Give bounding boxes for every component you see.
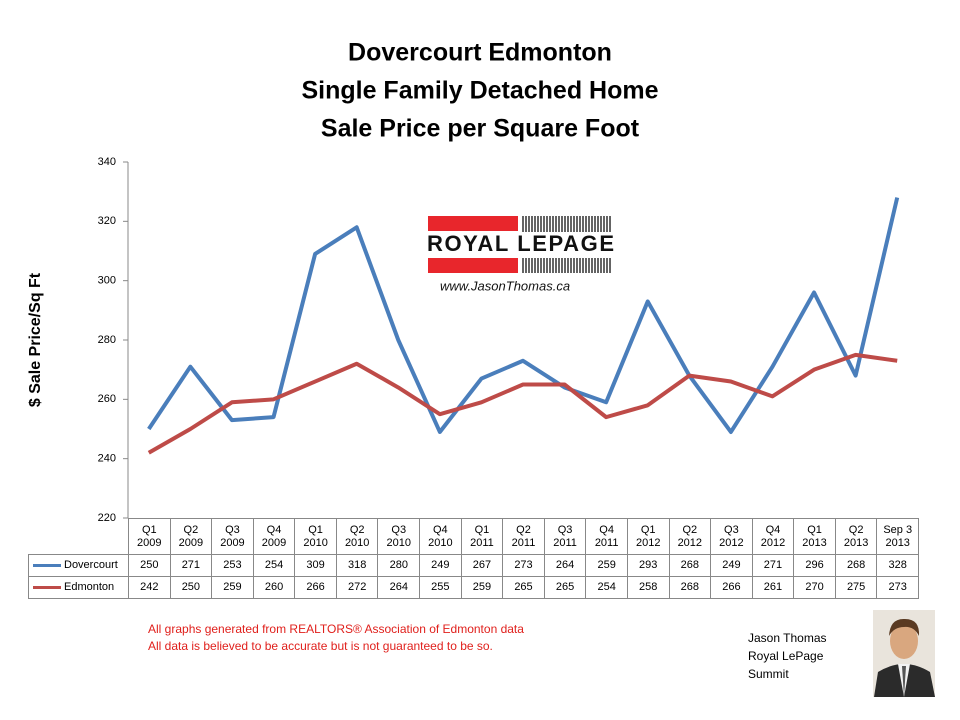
category-label: Q2 2013	[834, 518, 878, 555]
category-label: Q2 2010	[335, 518, 379, 555]
table-value: 254	[585, 576, 628, 599]
table-value: 273	[502, 554, 545, 577]
legend-label: Edmonton	[64, 581, 115, 593]
table-value: 255	[419, 576, 462, 599]
table-value: 309	[294, 554, 337, 577]
chart-title: Single Family Detached Home	[301, 77, 658, 105]
table-value: 266	[710, 576, 753, 599]
logo-bar	[428, 216, 518, 231]
legend-swatch	[33, 564, 61, 567]
table-value: 254	[252, 554, 296, 577]
signature: Summit	[748, 667, 789, 681]
table-value: 265	[543, 576, 587, 599]
table-value: 249	[710, 554, 753, 577]
logo-barcode	[522, 216, 611, 273]
table-value: 250	[169, 576, 213, 599]
series-line	[147, 352, 898, 455]
table-value: 273	[876, 576, 919, 599]
table-value: 270	[793, 576, 836, 599]
footnote: All graphs generated from REALTORS® Asso…	[148, 622, 524, 636]
table-value: 267	[460, 554, 504, 577]
category-label: Q4 2009	[252, 518, 296, 555]
table-value: 272	[335, 576, 379, 599]
category-label: Q1 2013	[793, 518, 836, 555]
table-value: 268	[668, 554, 712, 577]
table-value: 258	[626, 576, 670, 599]
logo-brand: ROYAL LEPAGE	[427, 231, 614, 256]
logo-bar	[428, 258, 518, 273]
category-label: Sep 3 2013	[876, 518, 919, 555]
y-tick-label: 320	[98, 215, 116, 227]
table-value: 293	[626, 554, 670, 577]
legend-label: Dovercourt	[64, 559, 118, 571]
category-label: Q1 2011	[460, 518, 504, 555]
logo-website: www.JasonThomas.ca	[440, 278, 570, 293]
category-label: Q1 2012	[626, 518, 670, 555]
table-value: 271	[751, 554, 795, 577]
y-axis-label: $ Sale Price/Sq Ft	[27, 272, 44, 407]
table-value: 253	[211, 554, 254, 577]
table-value: 275	[834, 576, 878, 599]
category-label: Q2 2012	[668, 518, 712, 555]
category-label: Q3 2010	[377, 518, 421, 555]
table-value: 264	[543, 554, 587, 577]
y-tick-label: 220	[98, 512, 116, 524]
table-value: 266	[294, 576, 337, 599]
category-label: Q4 2010	[419, 518, 462, 555]
category-label: Q1 2010	[294, 518, 337, 555]
category-label: Q3 2009	[211, 518, 254, 555]
table-value: 259	[460, 576, 504, 599]
y-tick-label: 260	[98, 393, 116, 405]
table-value: 259	[585, 554, 628, 577]
legend-entry: Edmonton	[28, 576, 129, 599]
table-value: 318	[335, 554, 379, 577]
table-value: 264	[377, 576, 421, 599]
table-value: 242	[128, 576, 171, 599]
legend-swatch	[33, 586, 61, 589]
category-label: Q4 2012	[751, 518, 795, 555]
table-value: 249	[419, 554, 462, 577]
photo	[873, 610, 935, 697]
category-label: Q3 2011	[543, 518, 587, 555]
y-tick-label: 340	[98, 156, 116, 168]
category-label: Q4 2011	[585, 518, 628, 555]
signature: Royal LePage	[748, 649, 824, 663]
y-tick-label: 240	[98, 453, 116, 465]
y-tick-label: 300	[98, 275, 116, 287]
category-label: Q2 2009	[169, 518, 213, 555]
y-tick-label: 280	[98, 334, 116, 346]
chart-title: Dovercourt Edmonton	[348, 39, 612, 67]
table-value: 280	[377, 554, 421, 577]
category-label: Q3 2012	[710, 518, 753, 555]
table-value: 250	[128, 554, 171, 577]
table-value: 296	[793, 554, 836, 577]
table-value: 265	[502, 576, 545, 599]
footnote: All data is believed to be accurate but …	[148, 639, 493, 653]
category-label: Q2 2011	[502, 518, 545, 555]
table-value: 259	[211, 576, 254, 599]
category-label: Q1 2009	[128, 518, 171, 555]
table-value: 261	[751, 576, 795, 599]
table-value: 328	[876, 554, 919, 577]
table-value: 268	[668, 576, 712, 599]
series-line	[147, 197, 900, 434]
signature: Jason Thomas	[748, 631, 827, 645]
chart-title: Sale Price per Square Foot	[321, 115, 640, 143]
table-value: 268	[834, 554, 878, 577]
table-value: 260	[252, 576, 296, 599]
legend-entry: Dovercourt	[28, 554, 129, 577]
table-value: 271	[169, 554, 213, 577]
